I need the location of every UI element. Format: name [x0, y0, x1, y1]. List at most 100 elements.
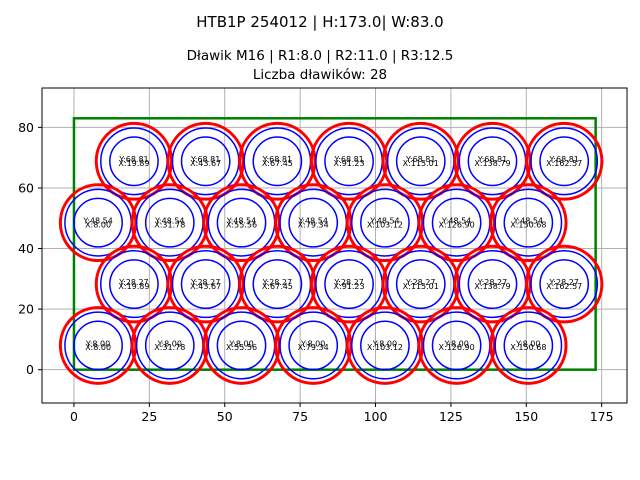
gland-y-label: Y:48.54 — [441, 216, 471, 225]
gland-y-label: Y:48.54 — [369, 216, 399, 225]
gland-x-label: X:126.90 — [439, 220, 475, 229]
gland-y-label: Y:8.00 — [515, 339, 540, 348]
gland-outer-circle — [274, 183, 353, 263]
gland-inner-circle — [360, 320, 410, 371]
gland-inner-circle — [288, 197, 339, 248]
gland-y-label: Y:28.27 — [333, 278, 363, 287]
gland-x-label: X:91.23 — [334, 159, 365, 168]
gland-x-label: X:138.79 — [474, 282, 510, 291]
gland-outer-circle — [453, 244, 532, 324]
gland-outer-circle — [345, 306, 425, 385]
gland-outer-circle — [309, 244, 389, 324]
gland-inner-circle — [395, 259, 446, 310]
axes-frame — [41, 87, 628, 404]
gland-y-label: Y:48.54 — [513, 216, 543, 225]
gland-x-label: X:103.12 — [367, 343, 403, 352]
gland-x-label: X:8.00 — [85, 220, 111, 229]
gland-outer-circle — [166, 244, 245, 324]
gland-outer-circle — [202, 183, 281, 263]
gland-outer-circle — [238, 244, 317, 324]
gland-outer-circle — [453, 121, 532, 201]
gland-x-label: X:79.34 — [298, 343, 329, 352]
gland-x-label: X:55.56 — [226, 220, 257, 229]
gland-inner-circle — [109, 136, 159, 187]
y-tick-label: 0 — [26, 362, 34, 377]
gland-middle-circle — [494, 311, 563, 380]
gland-outer-circle — [489, 306, 568, 385]
gland-inner-circle — [180, 136, 231, 187]
gland-outer-circle — [58, 183, 138, 263]
gland-inner-circle — [324, 259, 374, 310]
x-tick-label: 75 — [292, 409, 308, 424]
gland-x-label: X:43.67 — [190, 159, 221, 168]
gland-y-label: Y:48.54 — [297, 216, 327, 225]
gland-inner-circle — [539, 259, 590, 310]
y-tick-label: 60 — [18, 180, 34, 195]
gland-y-label: Y:28.27 — [405, 278, 435, 287]
x-tick-label: 0 — [70, 409, 78, 424]
gland-middle-circle — [494, 188, 563, 257]
panel-outline — [72, 117, 597, 371]
gland-outer-circle — [345, 183, 425, 263]
gland-inner-circle — [216, 320, 267, 371]
gland-x-label: X:138.79 — [474, 159, 510, 168]
gland-inner-circle — [144, 197, 195, 248]
gland-inner-circle — [539, 136, 590, 187]
gland-inner-circle — [431, 320, 482, 371]
gland-outer-circle — [417, 183, 496, 263]
gland-y-label: Y:28.27 — [118, 278, 148, 287]
gland-y-label: Y:8.00 — [157, 339, 182, 348]
gland-middle-circle — [530, 127, 599, 196]
gland-y-label: Y:8.00 — [300, 339, 325, 348]
gland-outer-circle — [166, 121, 245, 201]
gland-x-label: X:126.90 — [439, 343, 475, 352]
gland-outer-circle — [309, 121, 389, 201]
gland-x-label: X:8.00 — [85, 343, 111, 352]
gland-x-label: X:150.68 — [510, 343, 546, 352]
y-tick-label: 20 — [18, 302, 34, 317]
x-tick-label: 150 — [514, 409, 538, 424]
gland-x-label: X:67.45 — [262, 282, 293, 291]
gland-x-label: X:67.45 — [262, 159, 293, 168]
gland-y-label: Y:28.27 — [190, 278, 220, 287]
x-tick-label: 25 — [141, 409, 157, 424]
gland-x-label: X:162.57 — [546, 282, 582, 291]
gland-inner-circle — [503, 197, 554, 248]
gland-inner-circle — [395, 136, 446, 187]
gland-y-label: Y:68.81 — [262, 155, 292, 164]
x-tick-label: 125 — [439, 409, 463, 424]
gland-y-label: Y:48.54 — [154, 216, 184, 225]
gland-outer-circle — [381, 244, 460, 324]
gland-x-label: X:162.57 — [546, 159, 582, 168]
gland-count-label: Liczba dławików: 28 — [252, 67, 388, 83]
gland-y-label: Y:48.54 — [226, 216, 256, 225]
gland-x-label: X:150.68 — [510, 220, 546, 229]
gland-x-label: X:43.67 — [190, 282, 221, 291]
gland-outer-circle — [238, 121, 317, 201]
gland-x-label: X:19.89 — [118, 282, 149, 291]
gland-y-label: Y:28.27 — [548, 278, 578, 287]
gland-inner-circle — [324, 136, 374, 187]
gland-x-label: X:31.78 — [154, 220, 185, 229]
gland-outer-circle — [417, 306, 496, 385]
gland-x-label: X:31.78 — [154, 343, 185, 352]
figure-title: HTB1P 254012 | H:173.0| W:83.0 — [196, 13, 444, 31]
gland-y-label: Y:68.81 — [477, 155, 507, 164]
gland-x-label: X:115.01 — [403, 282, 439, 291]
gland-y-label: Y:68.81 — [333, 155, 363, 164]
gland-inner-circle — [467, 259, 518, 310]
gland-outer-circle — [130, 306, 209, 385]
gland-inner-circle — [73, 197, 123, 248]
x-tick-label: 50 — [217, 409, 233, 424]
gland-inner-circle — [360, 197, 410, 248]
x-tick-label: 175 — [590, 409, 614, 424]
gland-outer-circle — [381, 121, 460, 201]
gland-inner-circle — [431, 197, 482, 248]
gland-outer-circle — [274, 306, 353, 385]
y-tick-label: 40 — [18, 241, 34, 256]
gland-y-label: Y:8.00 — [372, 339, 397, 348]
gland-outer-circle — [489, 183, 568, 263]
gland-inner-circle — [144, 320, 195, 371]
gland-outer-circle — [94, 121, 174, 201]
gland-y-label: Y:68.81 — [118, 155, 148, 164]
